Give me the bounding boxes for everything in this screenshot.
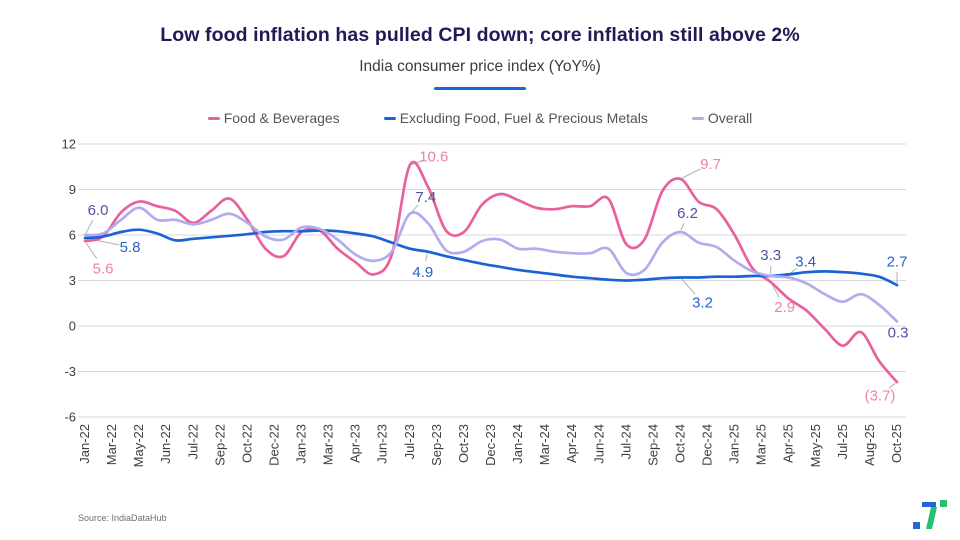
- data-label-core: 2.7: [887, 253, 908, 270]
- data-label-core: 3.2: [692, 295, 713, 312]
- x-tick-label: Mar-22: [104, 424, 119, 465]
- overall-line: [83, 206, 899, 323]
- legend-label: Food & Beverages: [223, 110, 340, 126]
- leader-line: [789, 267, 798, 274]
- source-note: Source: IndiaDataHub: [78, 513, 167, 523]
- x-tick-label: Sep-23: [429, 424, 444, 466]
- data-label-overall: 3.3: [760, 247, 781, 264]
- x-axis-labels: Jan-22 Mar-22 May-22 Jun-22 Jul-22 Sep-22 Oct-…: [77, 424, 904, 467]
- subtitle-underline: [434, 87, 526, 90]
- x-tick-label: Oct-22: [239, 424, 254, 463]
- data-label-overall: 7.4: [415, 189, 436, 206]
- data-label-food: 9.7: [700, 156, 721, 173]
- x-tick-label: Dec-23: [483, 424, 498, 466]
- leader-line: [682, 168, 701, 179]
- data-label-overall: 6.0: [88, 202, 109, 219]
- x-tick-label: Dec-24: [700, 424, 715, 466]
- legend-dash-icon: [383, 116, 396, 120]
- leader-line: [85, 242, 98, 260]
- x-tick-label: May-22: [131, 424, 146, 467]
- leader-line: [681, 278, 696, 295]
- x-tick-label: Aug-25: [862, 424, 877, 466]
- annotation-leader-lines: [85, 159, 898, 389]
- data-label-food: 2.9: [774, 299, 795, 316]
- leader-line: [410, 204, 419, 213]
- y-tick-label: -3: [64, 364, 76, 379]
- data-label-overall: 6.2: [677, 205, 698, 222]
- legend-dash-icon: [691, 116, 704, 120]
- y-axis-labels: 12 9 6 3 0 -3 -6: [62, 137, 76, 425]
- x-tick-label: Jul-25: [835, 424, 850, 459]
- x-tick-label: Apr-25: [781, 424, 796, 463]
- legend-item-food: Food & Beverages: [207, 110, 340, 126]
- x-tick-label: Apr-23: [348, 424, 363, 463]
- logo-blue-dot: [913, 522, 920, 529]
- data-label-overall: 0.3: [888, 325, 909, 342]
- y-tick-label: 0: [69, 319, 76, 334]
- indiadatahub-logo: [913, 500, 947, 529]
- chart-title: Low food inflation has pulled CPI down; …: [160, 24, 800, 46]
- food-line: [83, 160, 899, 384]
- y-tick-label: 9: [69, 182, 76, 197]
- x-tick-label: Jun-22: [158, 424, 173, 464]
- data-label-core: 3.4: [795, 254, 816, 271]
- gridlines: [78, 143, 906, 418]
- x-tick-label: Oct-25: [889, 424, 904, 463]
- series-lines: [83, 160, 899, 384]
- x-tick-label: Sep-22: [212, 424, 227, 466]
- data-label-food: 10.6: [419, 148, 448, 165]
- y-tick-label: 6: [69, 228, 76, 243]
- y-tick-label: -6: [64, 410, 76, 425]
- x-tick-label: Jan-23: [294, 424, 309, 464]
- x-tick-label: Mar-25: [754, 424, 769, 465]
- core-line: [83, 228, 899, 287]
- leader-line: [680, 223, 685, 231]
- logo-green-square: [940, 500, 947, 507]
- x-tick-label: Mar-24: [537, 424, 552, 465]
- x-tick-label: Oct-23: [456, 424, 471, 463]
- x-tick-label: Jan-24: [510, 424, 525, 464]
- legend-label: Excluding Food, Fuel & Precious Metals: [399, 110, 648, 126]
- leader-line: [771, 283, 780, 298]
- x-tick-label: Jan-25: [727, 424, 742, 464]
- data-labels: 6.0 5.8 5.6 10.6 7.4 4.9 9.7 6.2 3.2 3.3 3.4 2.9 2.7…: [88, 148, 909, 404]
- data-label-core: 5.8: [120, 239, 141, 256]
- legend-dash-icon: [207, 116, 220, 120]
- chart-subtitle: India consumer price index (YoY%): [359, 58, 601, 75]
- data-label-core: 4.9: [412, 264, 433, 281]
- logo-green-stroke: [926, 507, 937, 529]
- data-label-food: (3.7): [865, 387, 896, 404]
- x-tick-label: Sep-24: [645, 424, 660, 466]
- y-tick-label: 12: [62, 137, 76, 152]
- logo-blue-bar: [922, 502, 936, 507]
- legend-label: Overall: [707, 110, 753, 126]
- leader-line: [85, 219, 94, 234]
- x-tick-label: Jul-23: [402, 424, 417, 459]
- x-tick-label: Dec-22: [267, 424, 282, 466]
- legend-item-overall: Overall: [691, 110, 753, 126]
- leader-line: [411, 159, 424, 165]
- x-tick-label: Jun-24: [591, 424, 606, 464]
- x-tick-label: Mar-23: [321, 424, 336, 465]
- x-tick-label: Apr-24: [564, 424, 579, 463]
- leader-line: [888, 382, 896, 389]
- x-tick-label: Oct-24: [673, 424, 688, 463]
- x-tick-label: Jul-22: [185, 424, 200, 459]
- x-tick-label: Jun-23: [375, 424, 390, 464]
- x-tick-label: Jan-22: [77, 424, 92, 464]
- legend-item-core: Excluding Food, Fuel & Precious Metals: [383, 110, 648, 126]
- chart-legend: Food & Beverages Excluding Food, Fuel & P…: [0, 110, 960, 126]
- y-tick-label: 3: [69, 273, 76, 288]
- x-tick-label: Jul-24: [618, 424, 633, 459]
- x-tick-label: May-25: [808, 424, 823, 467]
- data-label-food: 5.6: [93, 260, 114, 277]
- leader-line: [425, 253, 428, 262]
